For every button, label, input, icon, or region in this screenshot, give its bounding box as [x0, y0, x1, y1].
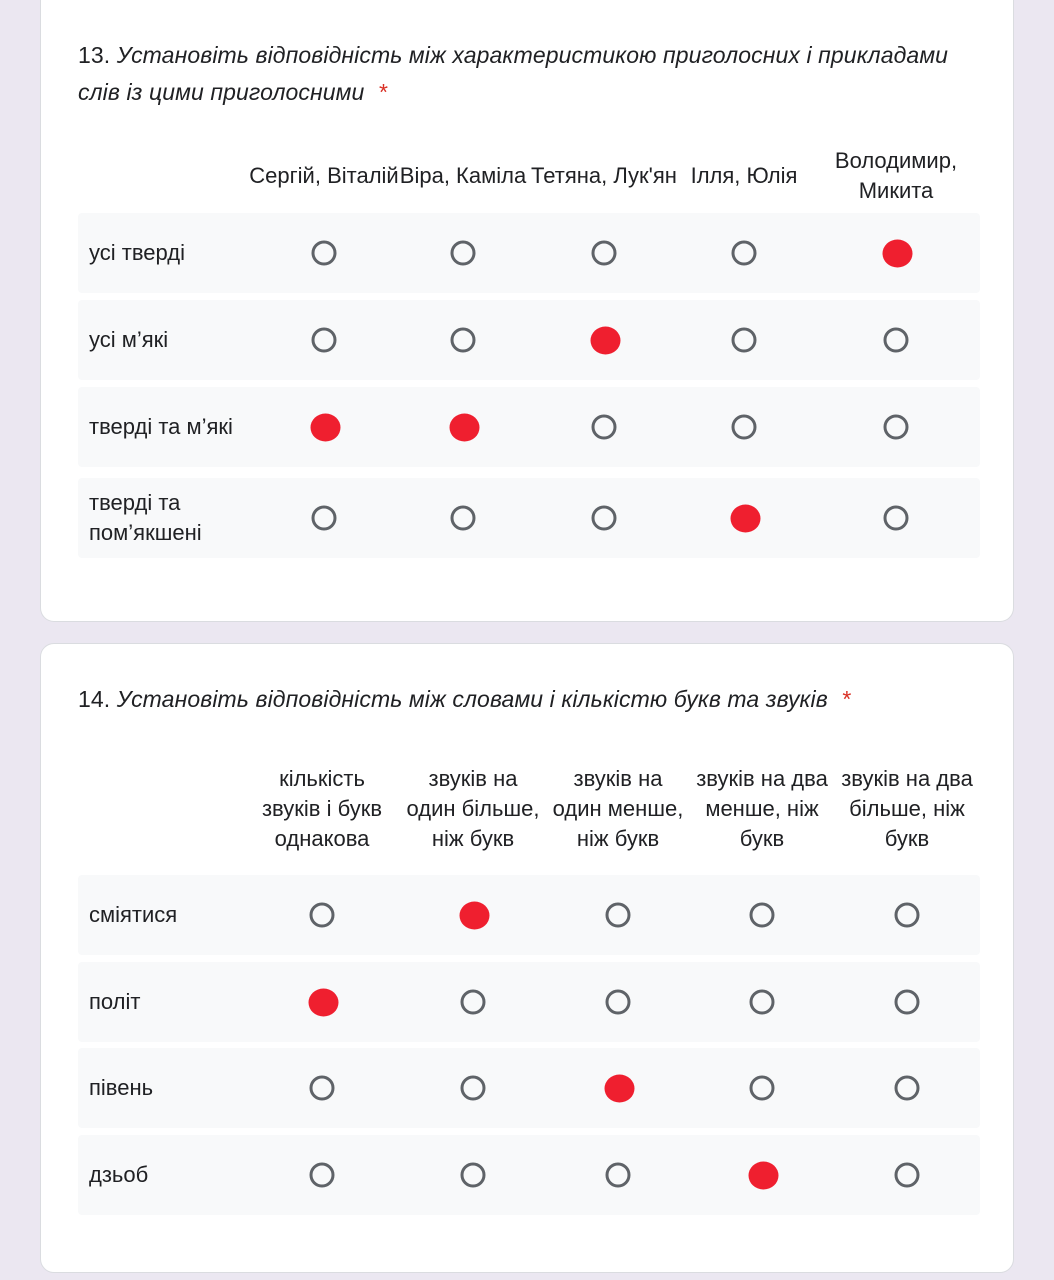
- question-14-title: 14. Установіть відповідність між словами…: [78, 681, 983, 718]
- row-label: дзьоб: [89, 1162, 149, 1187]
- column-header: звуків на один менше, ніж букв: [552, 766, 684, 851]
- row-label: тверді та м’які: [89, 414, 233, 439]
- radio-option[interactable]: [731, 414, 757, 440]
- radio-option[interactable]: [311, 327, 337, 353]
- radio-option-selected[interactable]: [308, 988, 339, 1017]
- radio-option-selected[interactable]: [748, 1161, 779, 1190]
- radio-option[interactable]: [894, 902, 920, 928]
- radio-option[interactable]: [605, 989, 631, 1015]
- radio-option[interactable]: [605, 902, 631, 928]
- radio-option-selected[interactable]: [882, 239, 913, 268]
- row-label: політ: [89, 989, 141, 1014]
- question-number: 14.: [78, 686, 111, 712]
- row-label: сміятися: [89, 902, 178, 927]
- radio-option[interactable]: [591, 414, 617, 440]
- radio-option[interactable]: [591, 505, 617, 531]
- radio-option[interactable]: [309, 902, 335, 928]
- radio-option[interactable]: [749, 989, 775, 1015]
- radio-option[interactable]: [731, 327, 757, 353]
- column-header: звуків на один більше, ніж букв: [406, 766, 540, 851]
- column-header: кількість звуків і букв однакова: [261, 766, 383, 851]
- radio-option[interactable]: [450, 327, 476, 353]
- radio-option-selected[interactable]: [604, 1074, 635, 1103]
- radio-option[interactable]: [450, 240, 476, 266]
- grid-row: сміятися: [78, 875, 980, 955]
- question-13-title: 13. Установіть відповідність між характе…: [78, 37, 983, 111]
- radio-option[interactable]: [883, 414, 909, 440]
- radio-option[interactable]: [883, 505, 909, 531]
- radio-option[interactable]: [749, 1075, 775, 1101]
- radio-option[interactable]: [591, 240, 617, 266]
- column-header: Володимир, Микита: [834, 148, 958, 203]
- radio-option[interactable]: [460, 1162, 486, 1188]
- question-14-card: 14. Установіть відповідність між словами…: [40, 643, 1014, 1273]
- radio-option-selected[interactable]: [449, 413, 480, 442]
- required-asterisk: *: [842, 686, 852, 712]
- radio-option[interactable]: [605, 1162, 631, 1188]
- row-label: усі м’які: [89, 327, 169, 352]
- radio-option-selected[interactable]: [459, 901, 490, 930]
- radio-option-selected[interactable]: [590, 326, 621, 355]
- grid-row: півень: [78, 1048, 980, 1128]
- radio-option[interactable]: [894, 1075, 920, 1101]
- row-label: тверді та пом’якшені: [89, 490, 202, 545]
- radio-option-selected[interactable]: [730, 504, 761, 533]
- grid-row: тверді та пом’якшені: [78, 478, 980, 558]
- column-header: Віра, Каміла: [399, 163, 527, 188]
- radio-option[interactable]: [894, 1162, 920, 1188]
- radio-option-selected[interactable]: [310, 413, 341, 442]
- grid-row: усі м’які: [78, 300, 980, 380]
- grid-row: усі тверді: [78, 213, 980, 293]
- radio-option[interactable]: [883, 327, 909, 353]
- column-header: Тетяна, Лук'ян: [531, 163, 677, 188]
- radio-option[interactable]: [731, 240, 757, 266]
- grid-row: тверді та м’які: [78, 387, 980, 467]
- radio-option[interactable]: [311, 505, 337, 531]
- radio-option[interactable]: [309, 1162, 335, 1188]
- radio-option[interactable]: [309, 1075, 335, 1101]
- grid-row: дзьоб: [78, 1135, 980, 1215]
- radio-option[interactable]: [460, 1075, 486, 1101]
- radio-option[interactable]: [460, 989, 486, 1015]
- row-label: усі тверді: [89, 240, 185, 265]
- column-header: звуків на два менше, ніж букв: [696, 766, 828, 851]
- radio-option[interactable]: [450, 505, 476, 531]
- column-header: звуків на два більше, ніж букв: [841, 766, 973, 851]
- question-text: Установіть відповідність між характерист…: [78, 42, 949, 105]
- grid-row: політ: [78, 962, 980, 1042]
- radio-option[interactable]: [749, 902, 775, 928]
- column-header: Сергій, Віталій: [249, 163, 399, 188]
- question-number: 13.: [78, 42, 111, 68]
- radio-option[interactable]: [311, 240, 337, 266]
- question-text: Установіть відповідність між словами і к…: [116, 686, 828, 712]
- column-header: Ілля, Юлія: [690, 163, 798, 188]
- required-asterisk: *: [378, 79, 389, 105]
- row-label: півень: [89, 1075, 154, 1100]
- radio-option[interactable]: [894, 989, 920, 1015]
- question-13-card: 13. Установіть відповідність між характе…: [40, 0, 1014, 622]
